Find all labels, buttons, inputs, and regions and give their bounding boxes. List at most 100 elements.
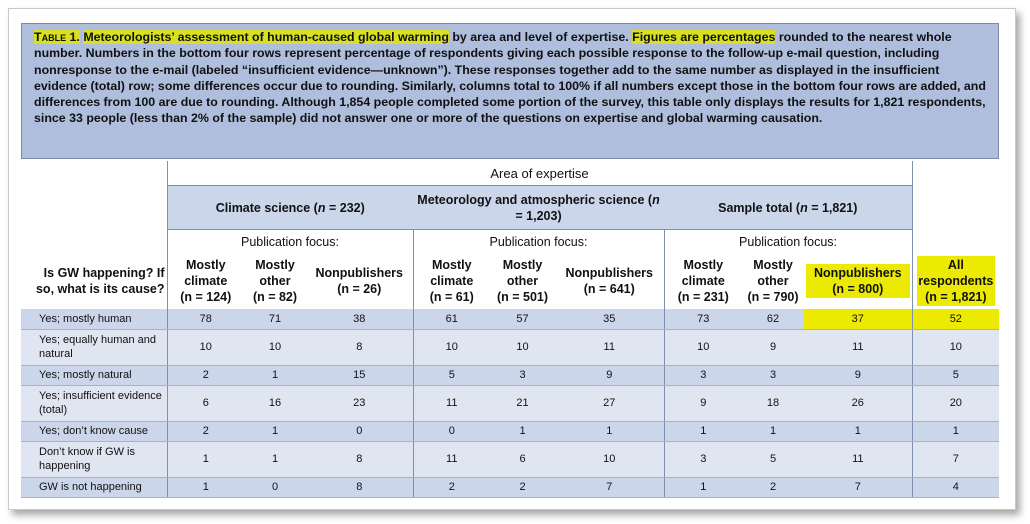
table-cell: 10 [490, 329, 555, 366]
table-cell: 5 [412, 365, 490, 386]
table-cell: 1 [244, 441, 306, 478]
table-cell: 18 [742, 385, 804, 422]
column-header: Nonpublishers (n = 641) [565, 266, 653, 296]
column-header: Nonpublishers (n = 26) [315, 266, 403, 296]
table-cell: 1 [244, 421, 306, 442]
row-label: Yes; equally human and natural [21, 329, 167, 366]
column-header: Mostly climate (n = 231) [663, 253, 742, 309]
table-cell: 15 [306, 365, 413, 386]
table-cell: 3 [663, 441, 742, 478]
table-cell: 62 [742, 309, 804, 330]
expertise-table: Area of expertise Climate science (n = 2… [21, 161, 1000, 498]
table-cell: 11 [555, 329, 664, 366]
table-cell: 9 [555, 365, 664, 386]
table-row: Yes; mostly natural 2 1 15 5 3 9 3 3 9 5 [21, 365, 1000, 386]
table-cell: 2 [412, 477, 490, 498]
table-cell: 2 [166, 365, 244, 386]
table-cell: 1 [912, 421, 1000, 442]
row-label: Don’t know if GW is happening [21, 441, 167, 478]
table-cell: 71 [244, 309, 306, 330]
table-row: Yes; equally human and natural 10 10 8 1… [21, 329, 1000, 366]
table-cell: 1 [490, 421, 555, 442]
table-cell: 35 [555, 309, 664, 330]
table-cell: 26 [804, 385, 913, 422]
table-cell: 9 [804, 365, 913, 386]
table-cell: 0 [244, 477, 306, 498]
table-cell: 11 [804, 441, 913, 478]
table-cell: 20 [912, 385, 1000, 422]
column-header: Mostly other (n = 790) [747, 258, 799, 304]
table-cell: 1 [804, 421, 913, 442]
table-cell: 10 [166, 329, 244, 366]
table-cell: 10 [555, 441, 664, 478]
table-cell: 1 [742, 421, 804, 442]
table-cell: 8 [306, 477, 413, 498]
table-cell: 2 [166, 421, 244, 442]
group-climate-science: Climate science (n = 232) [166, 185, 413, 230]
column-header: Mostly other (n = 82) [252, 258, 298, 304]
table-cell: 4 [912, 477, 1000, 498]
table-cell: 1 [166, 441, 244, 478]
group-sample-total: Sample total (n = 1,821) [664, 185, 913, 230]
table-cell: 1 [663, 421, 742, 442]
table-row: Yes; mostly human 78 71 38 61 57 35 73 6… [21, 309, 1000, 330]
table-cell: 10 [412, 329, 490, 366]
table-cell: 5 [742, 441, 804, 478]
table-cell: 27 [555, 385, 664, 422]
table-cell: 10 [912, 329, 1000, 366]
caption-title: Meteorologists’ assessment of human-caus… [83, 30, 449, 44]
table-cell: 8 [306, 441, 413, 478]
row-label: Yes; don’t know cause [21, 421, 167, 442]
table-cell: 11 [804, 329, 913, 366]
area-title: Area of expertise [166, 161, 913, 186]
table-cell: 0 [306, 421, 413, 442]
table-cell-highlighted: 52 [912, 309, 1000, 330]
table-cell: 2 [490, 477, 555, 498]
table-cell: 21 [490, 385, 555, 422]
table-cell: 1 [244, 365, 306, 386]
publication-focus-label: Publication focus: [412, 229, 664, 253]
caption-note: Figures are percentages [632, 30, 776, 44]
table-cell: 0 [412, 421, 490, 442]
table-cell: 57 [490, 309, 555, 330]
table-cell: 73 [663, 309, 742, 330]
row-label: Yes; mostly human [21, 309, 167, 330]
table-cell: 23 [306, 385, 413, 422]
caption-body: rounded to the nearest whole number. Num… [34, 30, 986, 126]
table-cell: 7 [804, 477, 913, 498]
publication-focus-label: Publication focus: [166, 229, 413, 253]
table-cell: 3 [490, 365, 555, 386]
table-cell: 38 [306, 309, 413, 330]
table-row: Yes; don’t know cause 2 1 0 0 1 1 1 1 1 … [21, 421, 1000, 442]
table-row: GW is not happening 1 0 8 2 2 7 1 2 7 4 [21, 477, 1000, 498]
question-header: Is GW happening? If so, what is its caus… [35, 266, 165, 296]
table-cell: 3 [663, 365, 742, 386]
table-cell: 10 [244, 329, 306, 366]
table-cell: 7 [912, 441, 1000, 478]
table-cell: 9 [663, 385, 742, 422]
group-meteorology: Meteorology and atmospheric science (n =… [413, 185, 664, 230]
row-label: GW is not happening [21, 477, 167, 498]
table-cell: 11 [412, 441, 490, 478]
column-header-all-respondents: All respondents (n = 1,821) [916, 256, 996, 306]
table-cell: 61 [412, 309, 490, 330]
column-header: Mostly other (n = 501) [496, 258, 549, 304]
document-page: Table 1. Meteorologists’ assessment of h… [8, 8, 1016, 510]
table-cell: 2 [742, 477, 804, 498]
caption-title-rest: by area and level of expertise. [448, 30, 633, 44]
table-cell: 9 [742, 329, 804, 366]
column-header: Mostly climate (n = 124) [166, 253, 244, 309]
table-cell: 7 [555, 477, 664, 498]
table-cell: 6 [166, 385, 244, 422]
table-cell: 1 [555, 421, 664, 442]
table-cell: 78 [166, 309, 244, 330]
table-cell: 6 [490, 441, 555, 478]
table-cell: 1 [663, 477, 742, 498]
publication-focus-label: Publication focus: [663, 229, 913, 253]
table-cell: 16 [244, 385, 306, 422]
row-label: Yes; mostly natural [21, 365, 167, 386]
table-cell: 1 [166, 477, 244, 498]
table-cell: 8 [306, 329, 413, 366]
row-label: Yes; insufficient evidence (total) [21, 385, 167, 422]
table-cell: 10 [663, 329, 742, 366]
